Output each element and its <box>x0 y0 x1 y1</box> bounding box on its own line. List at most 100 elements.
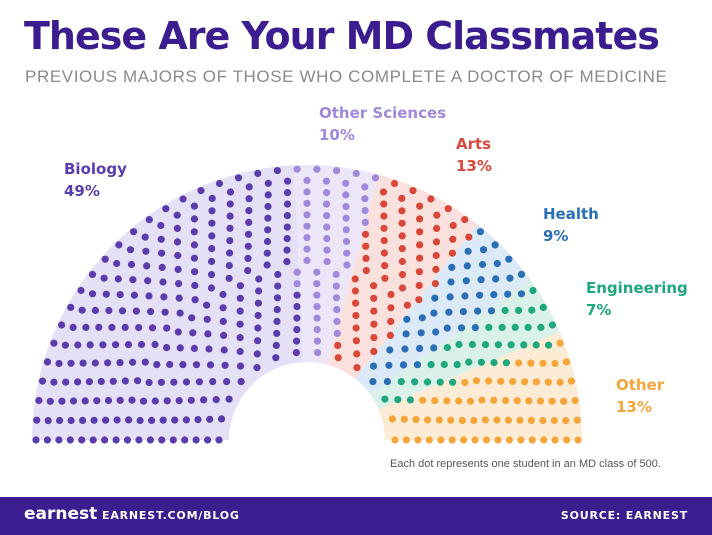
dot-biology <box>189 329 197 337</box>
dot-biology <box>234 174 243 182</box>
dot-other <box>539 359 547 367</box>
label-arts-name: Arts <box>456 135 492 153</box>
dot-other <box>539 416 547 425</box>
dot-other-sciences <box>323 235 331 243</box>
dot-other <box>461 378 469 387</box>
dot-other-sciences <box>343 249 351 257</box>
dot-health <box>448 263 456 271</box>
dot-arts <box>433 224 441 232</box>
dot-biology <box>264 226 272 234</box>
dot-biology <box>206 415 214 423</box>
dot-biology <box>208 257 216 266</box>
dot-other <box>574 436 582 444</box>
dot-biology <box>99 341 107 349</box>
dot-other-sciences <box>313 337 321 345</box>
dot-arts <box>381 274 389 282</box>
dot-arts <box>334 341 342 349</box>
dot-other-sciences <box>293 268 301 276</box>
dot-biology <box>221 361 229 369</box>
dot-biology <box>151 397 159 405</box>
dot-biology <box>293 314 301 322</box>
dot-biology <box>100 274 108 282</box>
dot-other-sciences <box>361 207 369 215</box>
dot-engineering <box>537 323 545 331</box>
dot-other <box>460 436 468 444</box>
dot-engineering <box>490 359 498 367</box>
dot-health <box>462 277 470 285</box>
dot-biology <box>136 416 144 425</box>
dot-other <box>472 377 480 385</box>
dot-health <box>446 293 454 301</box>
dot-biology <box>208 232 216 240</box>
blog-link[interactable]: EARNEST.COM/BLOG <box>102 509 240 522</box>
dot-arts <box>398 219 406 227</box>
dot-biology <box>113 416 121 424</box>
dot-biology <box>176 344 184 352</box>
chart-subtitle: PREVIOUS MAJORS OF THOSE WHO COMPLETE A … <box>25 67 668 86</box>
dot-health <box>402 330 410 338</box>
dot-arts <box>431 280 439 288</box>
dot-biology <box>113 259 121 268</box>
dot-other-sciences <box>361 183 369 191</box>
dot-biology <box>207 271 216 279</box>
dot-other-sciences <box>333 329 341 337</box>
dot-biology <box>163 324 171 332</box>
dot-biology <box>244 242 252 250</box>
dot-biology <box>108 323 116 331</box>
dot-biology <box>62 378 70 386</box>
dot-arts <box>352 311 360 320</box>
dot-biology <box>244 267 252 275</box>
dot-biology <box>82 323 90 331</box>
dot-engineering <box>397 378 405 386</box>
label-other: Other 13% <box>616 374 664 418</box>
dot-health <box>459 308 467 316</box>
dot-biology <box>166 360 174 369</box>
dot-biology <box>204 436 212 444</box>
dot-biology <box>145 216 153 224</box>
dot-health <box>432 328 440 336</box>
dot-biology <box>66 436 74 444</box>
dot-engineering <box>520 341 528 349</box>
label-biology-value: 49% <box>64 182 100 200</box>
dot-arts <box>416 215 424 223</box>
dot-biology <box>104 359 112 367</box>
dot-other-sciences <box>303 176 311 184</box>
dot-biology <box>203 315 211 323</box>
dot-biology <box>225 262 233 270</box>
dot-health <box>447 278 455 286</box>
dot-other <box>571 396 579 405</box>
dot-other-sciences <box>313 165 321 173</box>
dot-other-sciences <box>333 317 341 325</box>
dot-biology <box>188 314 196 322</box>
dot-biology <box>129 276 137 284</box>
label-engineering: Engineering 7% <box>586 277 688 321</box>
dot-other-sciences <box>323 246 331 254</box>
dot-biology <box>43 358 52 366</box>
dot-biology <box>254 299 262 307</box>
dot-biology <box>215 436 223 444</box>
dot-biology <box>220 346 228 354</box>
dot-biology <box>81 397 89 405</box>
dot-biology <box>58 397 66 405</box>
wedge-other-sciences <box>294 165 379 365</box>
dot-other <box>521 378 529 386</box>
dot-biology <box>121 377 129 385</box>
dot-biology <box>190 241 198 249</box>
dot-engineering <box>381 395 389 403</box>
dot-arts <box>352 337 360 345</box>
dot-biology <box>74 341 82 349</box>
dot-biology <box>86 341 94 349</box>
dot-biology <box>245 218 253 226</box>
dot-other-sciences <box>333 306 341 314</box>
label-engineering-value: 7% <box>586 301 612 319</box>
dot-health <box>383 378 391 386</box>
dot-other <box>481 416 489 424</box>
dot-other-sciences <box>303 211 311 219</box>
dot-biology <box>194 416 202 424</box>
dot-biology <box>226 200 234 208</box>
dot-other <box>485 377 493 385</box>
dot-health <box>478 260 487 269</box>
dot-other-sciences <box>322 189 331 197</box>
dot-engineering <box>498 323 506 331</box>
dot-arts <box>398 245 406 253</box>
